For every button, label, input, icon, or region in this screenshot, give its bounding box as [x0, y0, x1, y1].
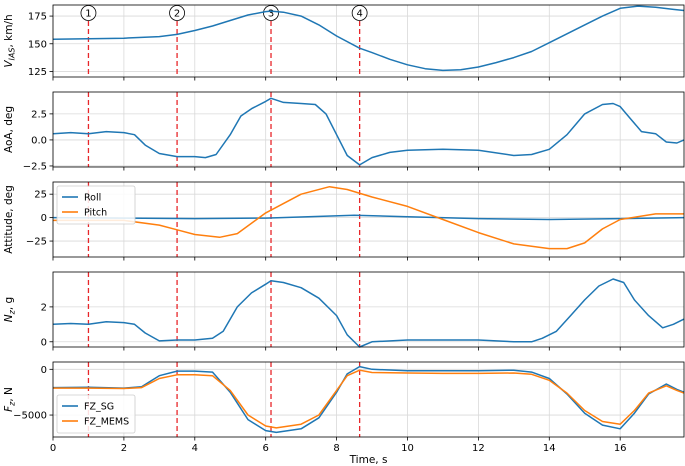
y-tick-label: 0 [41, 365, 47, 376]
y-axis-label-rest: , g [3, 297, 15, 310]
panel-3: −25 0 25 Attitude, deg Roll Pitch [3, 181, 685, 261]
y-tick-label: 175 [28, 12, 47, 23]
series-line-panel-1 [52, 5, 685, 72]
axes-frame [52, 181, 685, 258]
legend: FZ_SG FZ_MEMS [56, 394, 136, 434]
event-marker-label: 3 [268, 9, 274, 20]
series-line-pitch [53, 185, 684, 250]
y-axis-label: Nz, g [3, 297, 17, 322]
series-line-fz_mems [53, 369, 685, 429]
y-axis-label-main: N [3, 314, 15, 322]
y-tick-label: 150 [28, 39, 47, 50]
axes-frame [52, 361, 685, 438]
y-tick-label: 0 [41, 213, 47, 224]
y-axis-label-sub: z [8, 309, 17, 315]
y-tick-label: 0.0 [31, 135, 47, 146]
x-tick-label: 16 [614, 443, 627, 454]
axes-frame [52, 271, 685, 348]
x-tick-label: 10 [401, 443, 414, 454]
event-marker-circle [263, 5, 279, 21]
legend-label: Pitch [84, 208, 107, 219]
y-tick-label: 2.5 [31, 109, 47, 120]
axes-frame [52, 4, 685, 78]
y-tick-label: 125 [28, 67, 47, 78]
legend-box [56, 394, 136, 434]
legend-label: FZ_MEMS [84, 417, 129, 428]
series-line-fz_sg [52, 365, 685, 434]
legend-box [56, 185, 136, 225]
y-tick-label: −5000 [13, 411, 47, 422]
y-tick-label: 25 [34, 190, 47, 201]
y-axis-label-main: V [3, 60, 15, 68]
series-line-roll [52, 214, 685, 221]
y-tick-label: 0 [41, 337, 47, 348]
legend-label: FZ_SG [84, 402, 114, 413]
panel-1: 125 150 175 1 2 3 4 VIAS, km/h [3, 4, 685, 81]
panel-4: 0 2 Nz, g [3, 271, 685, 351]
event-marker-circle [80, 5, 97, 21]
x-tick-label: 6 [263, 443, 269, 454]
y-axis-label-rest: , km/h [3, 14, 15, 47]
event-marker-circle [351, 5, 368, 21]
y-tick-label: −25 [26, 237, 47, 248]
legend-label: Roll [84, 193, 101, 204]
x-tick-label: 12 [472, 443, 485, 454]
y-axis-label: Fz, N [3, 387, 17, 412]
y-axis-label: Attitude, deg [3, 185, 15, 254]
panel-5: 0 2 4 6 8 10 12 14 16 −5000 0 Fz, N Time, s FZ_SG FZ_M… [3, 361, 685, 466]
series-line-panel-4 [52, 278, 685, 348]
event-marker-circle [169, 5, 185, 21]
y-axis-label-main: F [3, 405, 15, 412]
event-marker-label: 4 [356, 9, 362, 20]
x-tick-label: 2 [121, 443, 127, 454]
panel-2: −2.5 0.0 2.5 AoA, deg [3, 91, 685, 172]
x-tick-label: 4 [192, 443, 198, 454]
y-tick-label: 2 [41, 302, 47, 313]
event-marker-label: 2 [174, 9, 180, 20]
y-axis-label-sub: IAS [8, 48, 17, 61]
y-axis-label: AoA, deg [3, 106, 15, 153]
y-axis-label: VIAS, km/h [3, 14, 17, 67]
legend: Roll Pitch [56, 185, 136, 225]
y-axis-label-sub: z [8, 401, 17, 407]
y-tick-label: −2.5 [23, 161, 47, 172]
event-marker-label: 1 [85, 9, 91, 20]
axes-frame [52, 91, 685, 168]
x-tick-label: 14 [543, 443, 556, 454]
x-tick-label: 8 [333, 443, 339, 454]
series-line-panel-2 [52, 97, 685, 166]
y-axis-label-rest: , N [3, 387, 15, 402]
x-tick-label: 0 [50, 443, 56, 454]
x-axis-label: Time, s [349, 454, 388, 466]
